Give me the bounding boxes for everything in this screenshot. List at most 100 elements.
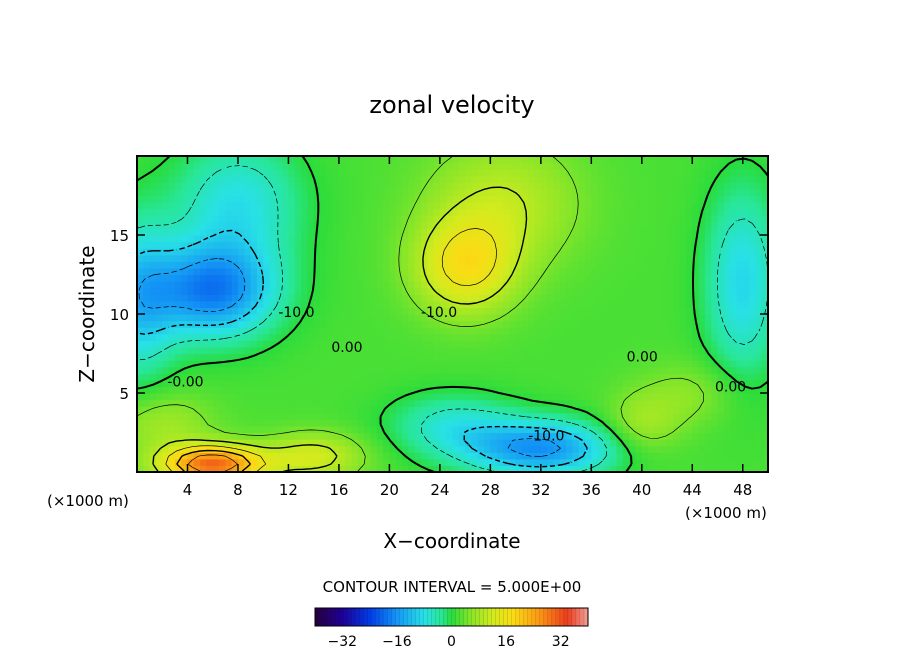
- field-cell: [515, 188, 523, 197]
- field-cell: [420, 274, 428, 282]
- field-cell: [730, 195, 738, 203]
- field-cell: [755, 432, 763, 440]
- field-cell: [389, 248, 397, 256]
- field-cell: [547, 432, 555, 440]
- field-cell: [294, 406, 302, 414]
- field-cell: [717, 254, 725, 262]
- field-cell: [458, 248, 466, 256]
- field-cell: [307, 175, 315, 183]
- field-cell: [212, 261, 220, 269]
- field-cell: [414, 314, 422, 322]
- field-cell: [534, 340, 542, 348]
- field-cell: [692, 406, 700, 414]
- field-cell: [162, 281, 170, 289]
- field-cell: [225, 353, 233, 361]
- field-cell: [528, 208, 536, 216]
- field-cell: [610, 432, 618, 440]
- field-cell: [566, 366, 573, 374]
- field-cell: [338, 346, 346, 355]
- colorbar-swatch: [346, 607, 352, 627]
- field-cell: [244, 333, 252, 341]
- field-cell: [730, 254, 738, 262]
- field-cell: [288, 241, 296, 249]
- field-cell: [616, 228, 624, 236]
- field-cell: [364, 445, 372, 453]
- field-cell: [673, 175, 681, 183]
- field-cell: [256, 241, 264, 249]
- field-cell: [465, 221, 473, 230]
- field-cell: [376, 353, 384, 361]
- field-cell: [673, 202, 681, 210]
- field-cell: [275, 248, 283, 256]
- field-cell: [326, 195, 334, 203]
- field-cell: [294, 314, 302, 322]
- field-cell: [237, 314, 245, 322]
- field-cell: [307, 254, 315, 262]
- field-cell: [395, 215, 403, 223]
- field-cell: [200, 419, 208, 427]
- field-cell: [174, 287, 182, 295]
- field-cell: [521, 458, 529, 467]
- field-cell: [237, 333, 245, 341]
- field-cell: [679, 156, 687, 164]
- field-cell: [585, 202, 592, 210]
- field-cell: [521, 353, 529, 361]
- field-cell: [206, 458, 214, 467]
- field-cell: [723, 182, 731, 190]
- field-cell: [402, 215, 409, 223]
- field-cell: [326, 445, 334, 453]
- field-cell: [137, 195, 144, 203]
- field-cell: [319, 261, 327, 269]
- field-cell: [673, 379, 681, 388]
- field-cell: [471, 235, 479, 243]
- field-cell: [370, 419, 378, 427]
- field-cell: [269, 287, 277, 295]
- field-cell: [566, 333, 573, 341]
- field-cell: [603, 412, 611, 420]
- field-cell: [288, 346, 296, 355]
- field-cell: [667, 458, 674, 467]
- field-cell: [364, 379, 372, 388]
- field-cell: [603, 228, 611, 236]
- field-cell: [326, 156, 334, 164]
- field-cell: [667, 175, 674, 183]
- field-cell: [591, 162, 599, 170]
- field-cell: [301, 432, 308, 440]
- field-cell: [528, 241, 536, 249]
- field-cell: [629, 169, 637, 177]
- field-cell: [654, 445, 662, 453]
- field-cell: [307, 439, 315, 447]
- field-cell: [679, 235, 687, 243]
- field-cell: [332, 182, 340, 190]
- field-cell: [231, 353, 239, 361]
- field-cell: [704, 241, 712, 249]
- field-cell: [717, 346, 725, 355]
- field-cell: [168, 287, 176, 295]
- field-cell: [427, 215, 435, 223]
- field-cell: [629, 366, 637, 374]
- field-cell: [168, 425, 176, 434]
- field-cell: [648, 188, 656, 197]
- field-cell: [294, 425, 302, 434]
- field-cell: [301, 366, 308, 374]
- field-cell: [490, 353, 498, 361]
- field-cell: [294, 300, 302, 309]
- field-cell: [629, 320, 637, 328]
- field-cell: [181, 373, 189, 381]
- field-cell: [288, 340, 296, 348]
- field-cell: [383, 254, 390, 262]
- field-cell: [193, 406, 201, 414]
- field-cell: [364, 208, 372, 216]
- field-cell: [256, 182, 264, 190]
- field-cell: [389, 261, 397, 269]
- field-cell: [547, 156, 555, 164]
- field-cell: [200, 439, 208, 447]
- field-cell: [364, 261, 372, 269]
- field-cell: [660, 333, 668, 341]
- field-cell: [408, 452, 416, 460]
- field-cell: [364, 300, 372, 309]
- field-cell: [534, 188, 542, 197]
- field-cell: [206, 267, 214, 276]
- field-cell: [408, 333, 416, 341]
- field-cell: [591, 445, 599, 453]
